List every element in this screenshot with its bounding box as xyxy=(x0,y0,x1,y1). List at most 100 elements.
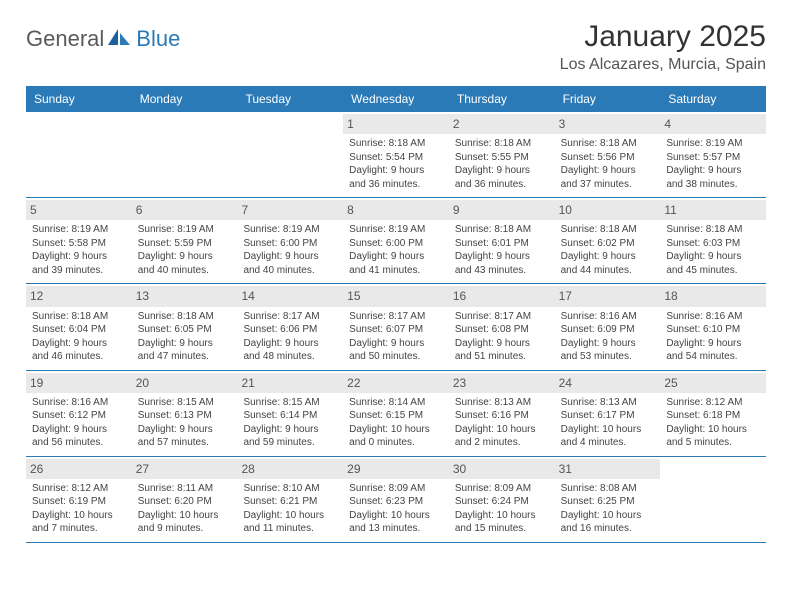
day-number: 24 xyxy=(555,373,661,393)
day-cell: 3Sunrise: 8:18 AMSunset: 5:56 PMDaylight… xyxy=(555,112,661,197)
daylight-line-2: and 47 minutes. xyxy=(138,350,232,364)
sunrise-line: Sunrise: 8:12 AM xyxy=(32,482,126,496)
day-cell: 31Sunrise: 8:08 AMSunset: 6:25 PMDayligh… xyxy=(555,457,661,542)
sunset-line: Sunset: 6:03 PM xyxy=(666,237,760,251)
weekday-wed: Wednesday xyxy=(343,86,449,112)
day-cell xyxy=(237,112,343,197)
day-cell: 20Sunrise: 8:15 AMSunset: 6:13 PMDayligh… xyxy=(132,371,238,456)
day-number: 1 xyxy=(343,114,449,134)
daylight-line-1: Daylight: 10 hours xyxy=(32,509,126,523)
day-cell: 5Sunrise: 8:19 AMSunset: 5:58 PMDaylight… xyxy=(26,198,132,283)
daylight-line-1: Daylight: 9 hours xyxy=(32,337,126,351)
daylight-line-1: Daylight: 9 hours xyxy=(32,250,126,264)
day-cell: 18Sunrise: 8:16 AMSunset: 6:10 PMDayligh… xyxy=(660,284,766,369)
day-cell: 17Sunrise: 8:16 AMSunset: 6:09 PMDayligh… xyxy=(555,284,661,369)
sunset-line: Sunset: 6:24 PM xyxy=(455,495,549,509)
title-block: January 2025 Los Alcazares, Murcia, Spai… xyxy=(560,20,766,74)
daylight-line-1: Daylight: 9 hours xyxy=(666,337,760,351)
daylight-line-2: and 5 minutes. xyxy=(666,436,760,450)
day-cell: 16Sunrise: 8:17 AMSunset: 6:08 PMDayligh… xyxy=(449,284,555,369)
daylight-line-1: Daylight: 9 hours xyxy=(561,164,655,178)
sunset-line: Sunset: 6:04 PM xyxy=(32,323,126,337)
week-row: 12Sunrise: 8:18 AMSunset: 6:04 PMDayligh… xyxy=(26,284,766,370)
sunset-line: Sunset: 5:56 PM xyxy=(561,151,655,165)
day-number: 29 xyxy=(343,459,449,479)
day-number: 11 xyxy=(660,200,766,220)
sunset-line: Sunset: 6:02 PM xyxy=(561,237,655,251)
sunset-line: Sunset: 6:19 PM xyxy=(32,495,126,509)
sunrise-line: Sunrise: 8:17 AM xyxy=(349,310,443,324)
logo-text-general: General xyxy=(26,26,104,52)
daylight-line-2: and 38 minutes. xyxy=(666,178,760,192)
day-cell: 1Sunrise: 8:18 AMSunset: 5:54 PMDaylight… xyxy=(343,112,449,197)
day-number: 6 xyxy=(132,200,238,220)
sunset-line: Sunset: 5:57 PM xyxy=(666,151,760,165)
daylight-line-1: Daylight: 9 hours xyxy=(138,337,232,351)
day-cell: 13Sunrise: 8:18 AMSunset: 6:05 PMDayligh… xyxy=(132,284,238,369)
month-title: January 2025 xyxy=(560,20,766,54)
day-cell: 29Sunrise: 8:09 AMSunset: 6:23 PMDayligh… xyxy=(343,457,449,542)
sunrise-line: Sunrise: 8:18 AM xyxy=(32,310,126,324)
sunset-line: Sunset: 6:07 PM xyxy=(349,323,443,337)
daylight-line-2: and 56 minutes. xyxy=(32,436,126,450)
weeks-container: 1 Sunrise: 8:18 AM Sunset: 5:54 PM Daylight… xyxy=(26,112,766,543)
week-row: 1Sunrise: 8:18 AMSunset: 5:54 PMDaylight… xyxy=(26,112,766,198)
week-row: 5Sunrise: 8:19 AMSunset: 5:58 PMDaylight… xyxy=(26,198,766,284)
daylight-line-1: Daylight: 9 hours xyxy=(243,250,337,264)
daylight-line-1: Daylight: 10 hours xyxy=(349,509,443,523)
sunset-line: Sunset: 6:08 PM xyxy=(455,323,549,337)
daylight-line-1: Daylight: 10 hours xyxy=(349,423,443,437)
day-number: 3 xyxy=(555,114,661,134)
sunset-line: Sunset: 6:01 PM xyxy=(455,237,549,251)
sunrise-line: Sunrise: 8:11 AM xyxy=(138,482,232,496)
day-cell: 14Sunrise: 8:17 AMSunset: 6:06 PMDayligh… xyxy=(237,284,343,369)
day-number: 27 xyxy=(132,459,238,479)
day-cell: 15Sunrise: 8:17 AMSunset: 6:07 PMDayligh… xyxy=(343,284,449,369)
sunrise-line: Sunrise: 8:16 AM xyxy=(666,310,760,324)
logo-text-blue: Blue xyxy=(136,26,180,52)
weekday-fri: Friday xyxy=(555,86,661,112)
logo: General Blue xyxy=(26,26,180,52)
day-number: 19 xyxy=(26,373,132,393)
sunset-line: Sunset: 6:05 PM xyxy=(138,323,232,337)
daylight-line-2: and 15 minutes. xyxy=(455,522,549,536)
daylight-line-1: Daylight: 9 hours xyxy=(349,250,443,264)
day-number: 7 xyxy=(237,200,343,220)
daylight-line-2: and 43 minutes. xyxy=(455,264,549,278)
day-cell: 21Sunrise: 8:15 AMSunset: 6:14 PMDayligh… xyxy=(237,371,343,456)
sunrise-line: Sunrise: 8:17 AM xyxy=(243,310,337,324)
calendar-page: General Blue January 2025 Los Alcazares,… xyxy=(0,0,792,563)
day-cell xyxy=(132,112,238,197)
day-cell: 24Sunrise: 8:13 AMSunset: 6:17 PMDayligh… xyxy=(555,371,661,456)
daylight-line-1: Daylight: 9 hours xyxy=(243,423,337,437)
daylight-line-2: and 11 minutes. xyxy=(243,522,337,536)
daylight-line-1: Daylight: 9 hours xyxy=(455,337,549,351)
day-cell: 11Sunrise: 8:18 AMSunset: 6:03 PMDayligh… xyxy=(660,198,766,283)
sunrise-line: Sunrise: 8:12 AM xyxy=(666,396,760,410)
daylight-line-2: and 36 minutes. xyxy=(455,178,549,192)
day-number: 15 xyxy=(343,286,449,306)
day-number: 18 xyxy=(660,286,766,306)
daylight-line-2: and 39 minutes. xyxy=(32,264,126,278)
daylight-line-2: and 37 minutes. xyxy=(561,178,655,192)
day-cell: 10Sunrise: 8:18 AMSunset: 6:02 PMDayligh… xyxy=(555,198,661,283)
sunset-line: Sunset: 6:20 PM xyxy=(138,495,232,509)
sunset-line: Sunset: 6:23 PM xyxy=(349,495,443,509)
sunrise-line: Sunrise: 8:19 AM xyxy=(666,137,760,151)
sunset-line: Sunset: 6:12 PM xyxy=(32,409,126,423)
sunrise-line: Sunrise: 8:15 AM xyxy=(243,396,337,410)
day-cell: 26Sunrise: 8:12 AMSunset: 6:19 PMDayligh… xyxy=(26,457,132,542)
day-number: 12 xyxy=(26,286,132,306)
day-number: 4 xyxy=(660,114,766,134)
sunset-line: Sunset: 5:54 PM xyxy=(349,151,443,165)
daylight-line-2: and 40 minutes. xyxy=(138,264,232,278)
daylight-line-1: Daylight: 9 hours xyxy=(455,250,549,264)
daylight-line-2: and 40 minutes. xyxy=(243,264,337,278)
logo-sail-icon xyxy=(108,27,134,52)
sunset-line: Sunset: 6:15 PM xyxy=(349,409,443,423)
daylight-line-2: and 50 minutes. xyxy=(349,350,443,364)
day-number: 8 xyxy=(343,200,449,220)
sunrise-line: Sunrise: 8:09 AM xyxy=(455,482,549,496)
daylight-line-1: Daylight: 9 hours xyxy=(138,250,232,264)
daylight-line-2: and 13 minutes. xyxy=(349,522,443,536)
